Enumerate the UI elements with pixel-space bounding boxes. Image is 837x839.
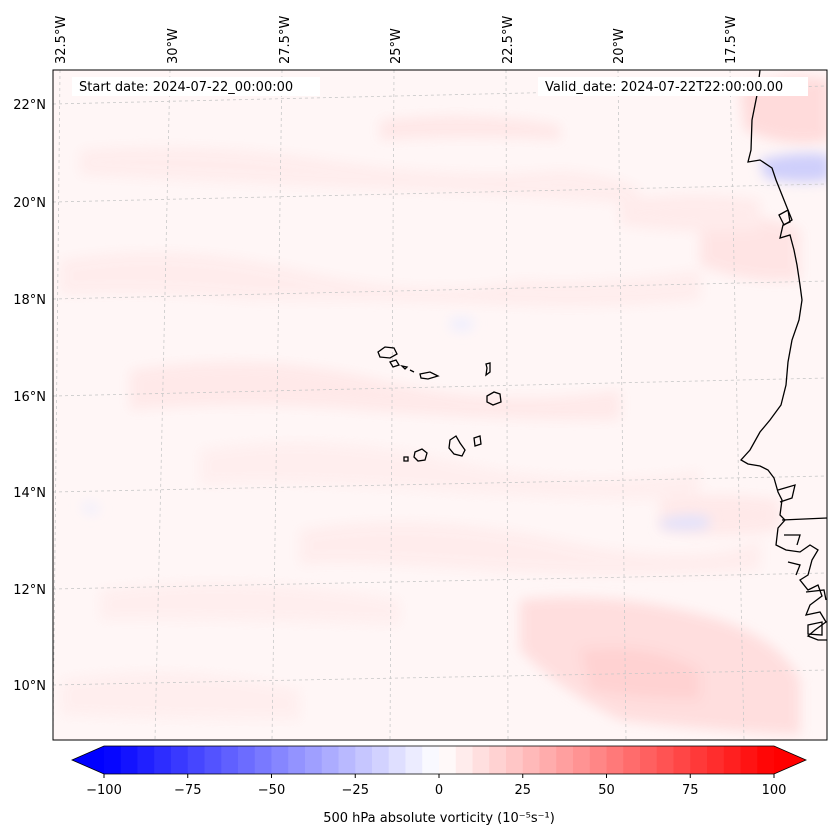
colorbar-label: 500 hPa absolute vorticity (10⁻⁵s⁻¹) (323, 811, 555, 826)
colorbar-tick-label: 50 (598, 783, 615, 798)
start-date-box (72, 77, 320, 96)
colorbar-cell (690, 746, 708, 774)
colorbar-cell (707, 746, 725, 774)
colorbar-tick-label: −50 (258, 783, 285, 798)
lat-label-18n: 18°N (13, 293, 46, 308)
colorbar-cell (757, 746, 775, 774)
lon-label-17-5w: 17.5°W (724, 16, 739, 64)
colorbar-cell (489, 746, 507, 774)
colorbar-cell (120, 746, 138, 774)
colorbar-cell (137, 746, 155, 774)
colorbar-cell (573, 746, 591, 774)
lon-label-20w: 20°W (612, 28, 627, 64)
map-gridlines (53, 70, 827, 740)
map-frame (52, 69, 828, 741)
colorbar-cell (171, 746, 189, 774)
colorbar-cell (522, 746, 540, 774)
colorbar-cell (723, 746, 741, 774)
coastline (739, 70, 827, 641)
colorbar-cell (439, 746, 457, 774)
island-maio (473, 435, 482, 447)
colorbar-cell (388, 746, 406, 774)
colorbar-extend-low (72, 746, 104, 774)
start-date-text: Start date: 2024-07-22_00:00:00 (79, 80, 293, 95)
lat-label-16n: 16°N (13, 390, 46, 405)
lon-label-32-5w: 32.5°W (54, 16, 69, 64)
colorbar-tick-label: −100 (86, 783, 122, 798)
island-santo-antao (377, 346, 398, 359)
colorbar-tick-label: −25 (342, 783, 369, 798)
colorbar-tick-label: 75 (682, 783, 699, 798)
colorbar-cell (623, 746, 641, 774)
negative-vorticity-patch (760, 153, 827, 183)
lat-label-10n: 10°N (13, 679, 46, 694)
colorbar-cell (271, 746, 289, 774)
colorbar-cell (405, 746, 423, 774)
colorbar-cell (422, 746, 440, 774)
colorbar-cell (104, 746, 122, 774)
colorbar-cell (539, 746, 557, 774)
latitude-labels: 22°N 20°N 18°N 16°N 14°N 12°N 10°N (13, 98, 46, 694)
colorbar-cell (506, 746, 524, 774)
island-santa-luzia (400, 364, 409, 370)
colorbar-cell (740, 746, 758, 774)
cape-verde-islands (377, 346, 502, 462)
lat-label-20n: 20°N (13, 196, 46, 211)
colorbar-cell (288, 746, 306, 774)
longitude-labels: 32.5°W 30°W 27.5°W 25°W 22.5°W 20°W 17.5… (54, 16, 739, 64)
colorbar-cell (556, 746, 574, 774)
lat-label-22n: 22°N (13, 98, 46, 113)
colorbar-cell (455, 746, 473, 774)
valid-date-box (538, 77, 808, 96)
lat-label-14n: 14°N (13, 486, 46, 501)
colorbar-cell (238, 746, 256, 774)
vorticity-contours (60, 76, 827, 735)
colorbar-cell (338, 746, 356, 774)
colorbar-extend-high (774, 746, 806, 774)
colorbar-tick-label: 0 (435, 783, 443, 798)
colorbar-cell (254, 746, 272, 774)
colorbar-tick-label: −75 (174, 783, 201, 798)
colorbar-cell (372, 746, 390, 774)
colorbar-cell (589, 746, 607, 774)
colorbar-cell (154, 746, 172, 774)
colorbar-cell (472, 746, 490, 774)
island-brava (403, 456, 409, 462)
map-panel (52, 69, 828, 741)
island-sao-nicolau (409, 369, 440, 380)
colorbar-cell (204, 746, 222, 774)
island-santiago (448, 435, 466, 457)
lat-label-12n: 12°N (13, 583, 46, 598)
colorbar-ticks: −100 −75 −50 −25 0 25 50 75 100 (86, 774, 786, 798)
colorbar: −100 −75 −50 −25 0 25 50 75 100 500 hPa absolute… (71, 745, 807, 826)
island-sao-vicente (389, 359, 400, 368)
colorbar-cell (355, 746, 373, 774)
colorbar-tick-label: 25 (514, 783, 531, 798)
colorbar-cell (606, 746, 624, 774)
colorbar-cell (321, 746, 339, 774)
colorbar-cell (187, 746, 205, 774)
colorbar-cells (72, 746, 806, 774)
colorbar-cell (305, 746, 323, 774)
lon-label-30w: 30°W (166, 28, 181, 64)
colorbar-cell (656, 746, 674, 774)
lon-label-27-5w: 27.5°W (278, 16, 293, 64)
island-fogo (413, 448, 428, 462)
colorbar-tick-label: 100 (762, 783, 787, 798)
colorbar-cell (640, 746, 658, 774)
lon-label-22-5w: 22.5°W (501, 16, 516, 64)
colorbar-cell (673, 746, 691, 774)
island-boa-vista (486, 391, 502, 406)
valid-date-text: Valid_date: 2024-07-22T22:00:00.00 (545, 80, 783, 95)
colorbar-cell (221, 746, 239, 774)
island-sal (485, 362, 491, 377)
lon-label-25w: 25°W (389, 28, 404, 64)
